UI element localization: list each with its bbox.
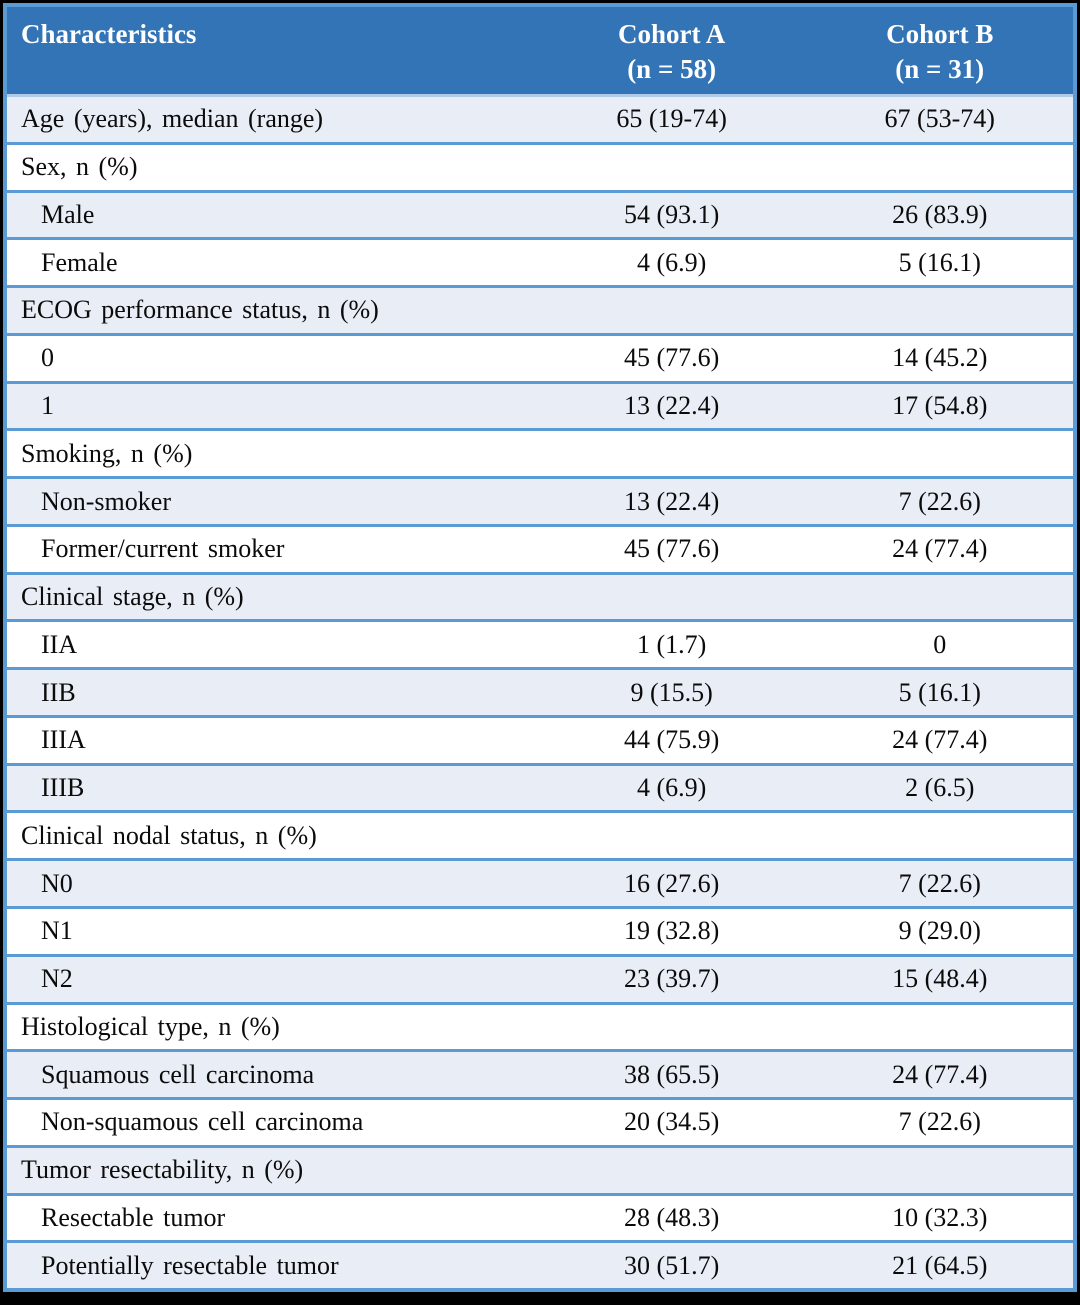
table-row: 1 13 (22.4) 17 (54.8) <box>7 383 1073 432</box>
cohort-b-value: 21 (64.5) <box>892 1250 988 1280</box>
header-characteristics: Characteristics <box>21 19 197 49</box>
table-row: Sex, n (%) <box>7 144 1073 193</box>
table-row: Clinical stage, n (%) <box>7 574 1073 623</box>
row-label: Resectable tumor <box>41 1202 226 1232</box>
table-header-row: Characteristics Cohort A (n = 58) Cohort… <box>7 7 1073 97</box>
cohort-b-value: 24 (77.4) <box>892 725 988 755</box>
header-cohort-a: Cohort A (n = 58) <box>537 7 807 94</box>
row-label: Tumor resectability, n (%) <box>21 1155 304 1185</box>
row-label: 0 <box>41 343 54 373</box>
row-label: 1 <box>41 390 54 420</box>
table-row: N0 16 (27.6) 7 (22.6) <box>7 861 1073 910</box>
table-row: Age (years), median (range) 65 (19-74) 6… <box>7 97 1073 145</box>
header-cohort-b-n: (n = 31) <box>895 54 985 84</box>
cohort-a-value: 45 (77.6) <box>623 343 720 373</box>
row-label: N0 <box>41 868 73 898</box>
table-row: N2 23 (39.7) 15 (48.4) <box>7 956 1073 1005</box>
cohort-b-value: 7 (22.6) <box>898 868 981 898</box>
table-row: Female 4 (6.9) 5 (16.1) <box>7 240 1073 289</box>
table-row: Smoking, n (%) <box>7 431 1073 480</box>
cohort-b-value: 10 (32.3) <box>892 1202 988 1232</box>
cohort-b-value: 7 (22.6) <box>898 1107 981 1137</box>
characteristics-table: Characteristics Cohort A (n = 58) Cohort… <box>3 3 1077 1292</box>
table-body: Age (years), median (range) 65 (19-74) 6… <box>7 97 1073 1289</box>
cohort-b-value: 26 (83.9) <box>892 199 988 229</box>
header-cohort-b: Cohort B (n = 31) <box>806 7 1073 94</box>
cohort-a-value: 4 (6.9) <box>636 247 707 277</box>
row-label: N2 <box>41 964 73 994</box>
cohort-a-value: 4 (6.9) <box>636 773 707 803</box>
row-label: Non-squamous cell carcinoma <box>41 1107 364 1137</box>
cohort-a-value: 20 (34.5) <box>623 1107 720 1137</box>
cohort-a-value: 54 (93.1) <box>623 199 720 229</box>
table-row: Clinical nodal status, n (%) <box>7 813 1073 862</box>
cohort-a-value: 65 (19-74) <box>616 104 727 134</box>
cohort-b-value: 15 (48.4) <box>892 964 988 994</box>
row-label: Clinical nodal status, n (%) <box>21 820 317 850</box>
cohort-a-value: 44 (75.9) <box>623 725 720 755</box>
table-row: N1 19 (32.8) 9 (29.0) <box>7 909 1073 957</box>
row-label: Sex, n (%) <box>21 152 138 182</box>
row-label: Clinical stage, n (%) <box>21 582 244 612</box>
row-label: Squamous cell carcinoma <box>41 1059 315 1089</box>
cohort-b-value: 0 <box>933 629 947 659</box>
header-cohort-b-name: Cohort B <box>886 19 994 49</box>
cohort-a-value: 30 (51.7) <box>623 1250 720 1280</box>
cohort-b-value: 14 (45.2) <box>892 343 988 373</box>
cohort-a-value: 13 (22.4) <box>623 486 720 516</box>
table-row: Former/current smoker 45 (77.6) 24 (77.4… <box>7 526 1073 575</box>
row-label: Former/current smoker <box>41 534 285 564</box>
cohort-b-value: 5 (16.1) <box>898 247 981 277</box>
cohort-a-value: 16 (27.6) <box>623 868 720 898</box>
row-label: IIA <box>41 629 78 659</box>
row-label: Histological type, n (%) <box>21 1011 280 1041</box>
cohort-b-value: 7 (22.6) <box>898 486 981 516</box>
cohort-a-value: 13 (22.4) <box>623 390 720 420</box>
table-row: Potentially resectable tumor 30 (51.7) 2… <box>7 1243 1073 1289</box>
table-row: Squamous cell carcinoma 38 (65.5) 24 (77… <box>7 1052 1073 1101</box>
cohort-a-value: 23 (39.7) <box>623 964 720 994</box>
cohort-b-value: 24 (77.4) <box>892 534 988 564</box>
table-row: IIA 1 (1.7) 0 <box>7 622 1073 671</box>
cohort-b-value: 24 (77.4) <box>892 1059 988 1089</box>
row-label: Female <box>41 247 118 277</box>
table-row: IIIA 44 (75.9) 24 (77.4) <box>7 717 1073 766</box>
cohort-a-value: 1 (1.7) <box>636 629 707 659</box>
cohort-b-value: 5 (16.1) <box>898 677 981 707</box>
row-label: Male <box>41 199 95 229</box>
row-label: Potentially resectable tumor <box>41 1250 339 1280</box>
row-label: Non-smoker <box>41 486 171 516</box>
table-row: IIB 9 (15.5) 5 (16.1) <box>7 670 1073 718</box>
cohort-a-value: 38 (65.5) <box>623 1059 720 1089</box>
table-row: Non-squamous cell carcinoma 20 (34.5) 7 … <box>7 1100 1073 1148</box>
table-row: Tumor resectability, n (%) <box>7 1147 1073 1196</box>
row-label: N1 <box>41 916 73 946</box>
cohort-b-value: 17 (54.8) <box>892 390 988 420</box>
cohort-b-value: 67 (53-74) <box>884 104 995 134</box>
row-label: Age (years), median (range) <box>21 104 324 134</box>
row-label: ECOG performance status, n (%) <box>21 295 379 325</box>
cohort-a-value: 19 (32.8) <box>623 916 720 946</box>
header-cohort-a-n: (n = 58) <box>627 54 717 84</box>
table-row: 0 45 (77.6) 14 (45.2) <box>7 335 1073 384</box>
table-row: Non-smoker 13 (22.4) 7 (22.6) <box>7 479 1073 527</box>
row-label: Smoking, n (%) <box>21 438 193 468</box>
row-label: IIB <box>41 677 76 707</box>
cohort-a-value: 28 (48.3) <box>623 1202 720 1232</box>
table-row: Histological type, n (%) <box>7 1004 1073 1053</box>
cohort-b-value: 9 (29.0) <box>898 916 981 946</box>
header-cohort-a-name: Cohort A <box>618 19 726 49</box>
table-row: Male 54 (93.1) 26 (83.9) <box>7 192 1073 241</box>
table-row: ECOG performance status, n (%) <box>7 288 1073 336</box>
cohort-a-value: 9 (15.5) <box>630 677 713 707</box>
row-label: IIIB <box>41 773 85 803</box>
table-row: Resectable tumor 28 (48.3) 10 (32.3) <box>7 1195 1073 1244</box>
table-row: IIIB 4 (6.9) 2 (6.5) <box>7 765 1073 814</box>
row-label: IIIA <box>41 725 86 755</box>
cohort-b-value: 2 (6.5) <box>905 773 975 803</box>
cohort-a-value: 45 (77.6) <box>623 534 720 564</box>
